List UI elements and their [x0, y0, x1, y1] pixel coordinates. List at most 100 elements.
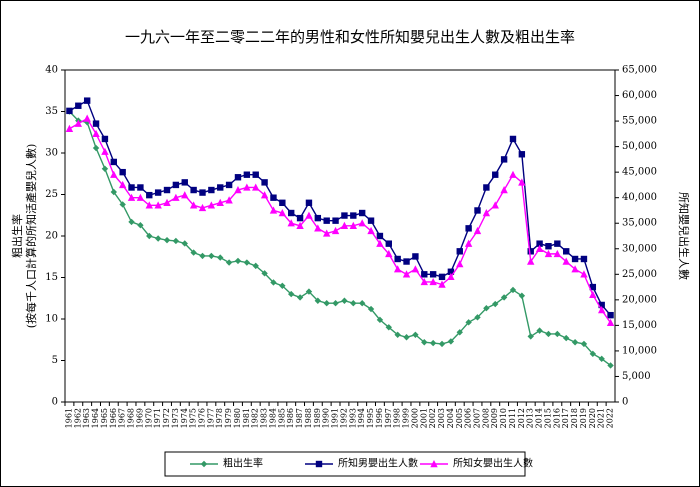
x-tick-label: 2020 — [588, 408, 597, 428]
data-point — [571, 255, 579, 263]
data-point — [323, 300, 330, 307]
data-point — [509, 286, 517, 294]
data-point — [288, 209, 295, 217]
data-point — [243, 259, 251, 266]
data-point — [172, 193, 180, 201]
data-point — [314, 214, 322, 222]
data-point — [403, 334, 410, 341]
data-point — [527, 257, 535, 265]
data-point — [225, 181, 233, 189]
data-point — [376, 316, 384, 324]
data-point — [465, 225, 472, 232]
x-tick-label: 2011 — [508, 408, 517, 428]
data-point — [137, 184, 144, 191]
x-tick-label: 2005 — [455, 408, 464, 428]
y2-tick-label: 0 — [622, 397, 628, 408]
data-point — [208, 252, 215, 260]
data-point — [172, 181, 180, 189]
data-point — [492, 171, 499, 178]
data-point — [154, 189, 162, 196]
data-point — [412, 331, 419, 338]
data-point — [181, 191, 189, 199]
x-tick-label: 1968 — [127, 408, 136, 428]
data-point — [146, 191, 153, 199]
data-point — [296, 214, 304, 222]
data-point — [367, 217, 375, 224]
data-point — [438, 280, 446, 288]
data-point — [500, 186, 508, 194]
data-point — [199, 189, 206, 196]
data-point — [207, 201, 216, 209]
data-point — [323, 217, 330, 224]
x-tick-label: 1962 — [73, 408, 82, 428]
x-tick-label: 2015 — [543, 408, 552, 428]
y2-tick-label: 5,000 — [622, 371, 651, 382]
data-point — [500, 294, 508, 301]
data-point — [332, 300, 339, 307]
data-point — [394, 255, 401, 263]
data-point — [75, 102, 82, 109]
data-point — [172, 237, 180, 245]
x-tick-label: 1967 — [118, 408, 127, 428]
data-point — [83, 119, 91, 126]
legend-box — [164, 451, 526, 477]
data-point — [234, 174, 242, 181]
data-point — [163, 236, 171, 244]
y2-tick-label: 65,000 — [622, 65, 657, 76]
data-point — [429, 339, 437, 347]
data-point — [340, 221, 349, 229]
y-tick-label: 15 — [45, 272, 58, 283]
data-point — [456, 260, 464, 268]
data-point — [225, 259, 233, 266]
x-tick-label: 2016 — [552, 408, 561, 428]
data-point — [474, 207, 481, 214]
data-point — [554, 240, 561, 247]
data-point — [447, 272, 455, 281]
data-point — [553, 249, 562, 258]
x-tick-label: 2006 — [464, 408, 473, 428]
data-point — [101, 165, 109, 172]
data-point — [474, 314, 481, 321]
data-point — [279, 282, 286, 289]
data-point — [563, 334, 570, 342]
data-point — [607, 362, 614, 369]
data-point — [181, 179, 188, 186]
data-point — [429, 277, 437, 286]
data-point — [589, 290, 597, 298]
data-point — [536, 240, 543, 247]
data-point — [305, 211, 313, 219]
data-point — [412, 253, 419, 260]
y-tick-label: 0 — [52, 397, 58, 408]
x-tick-label: 1975 — [189, 408, 198, 428]
y2-tick-label: 30,000 — [622, 243, 657, 254]
data-point — [331, 226, 340, 235]
data-point — [252, 171, 259, 178]
x-tick-label: 1977 — [206, 408, 215, 428]
data-point — [367, 305, 375, 313]
x-tick-label: 2004 — [446, 408, 455, 428]
x-tick-label: 1978 — [215, 408, 224, 428]
data-point — [350, 300, 357, 307]
data-point — [482, 209, 491, 217]
x-tick-label: 1971 — [153, 408, 162, 428]
data-point — [563, 248, 570, 255]
legend-label: 粗出生率 — [223, 457, 263, 470]
data-point — [473, 226, 482, 235]
x-tick-label: 1969 — [135, 408, 144, 428]
x-tick-label: 1989 — [313, 408, 322, 428]
x-tick-label: 2009 — [490, 408, 499, 428]
data-point — [83, 114, 91, 122]
data-point — [181, 240, 188, 247]
data-point — [518, 292, 526, 299]
data-point — [198, 203, 207, 212]
data-point — [314, 297, 322, 304]
data-point — [385, 240, 392, 247]
data-point — [101, 147, 109, 155]
y2-tick-label: 20,000 — [622, 294, 657, 305]
data-point — [189, 201, 198, 209]
data-point — [278, 209, 287, 217]
data-point — [518, 178, 526, 186]
data-point — [137, 222, 144, 229]
data-point — [190, 249, 197, 256]
